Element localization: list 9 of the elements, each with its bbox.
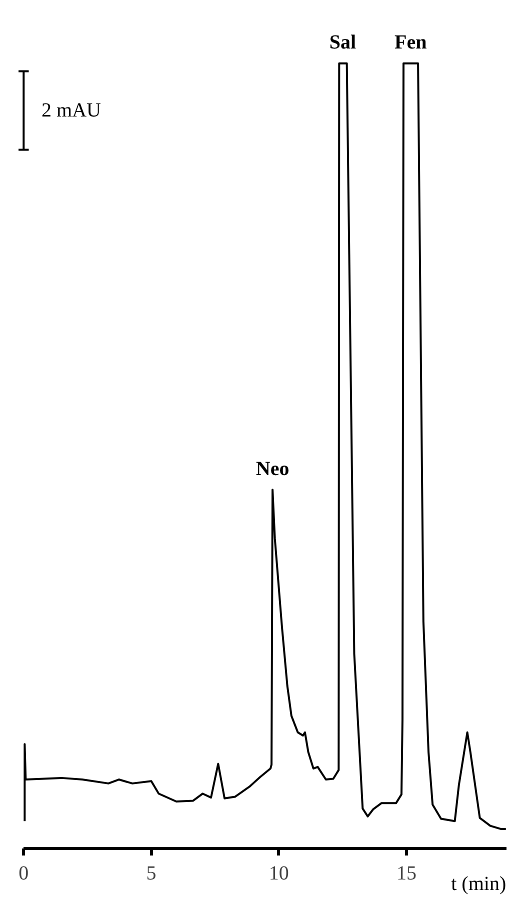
x-tick-label: 10 [268, 862, 289, 885]
x-tick-label: 15 [396, 862, 417, 885]
annotation: 2 mAU [42, 100, 102, 122]
annotation: Fen [394, 31, 427, 54]
annotation: Neo [256, 458, 290, 480]
x-tick-label: 5 [146, 862, 156, 885]
x-axis-title: t (min) [451, 872, 506, 895]
annotation: Sal [329, 31, 357, 54]
x-tick-label: 0 [18, 862, 29, 885]
